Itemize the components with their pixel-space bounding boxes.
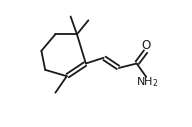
Text: O: O bbox=[142, 39, 151, 52]
Text: NH$_2$: NH$_2$ bbox=[136, 76, 158, 89]
